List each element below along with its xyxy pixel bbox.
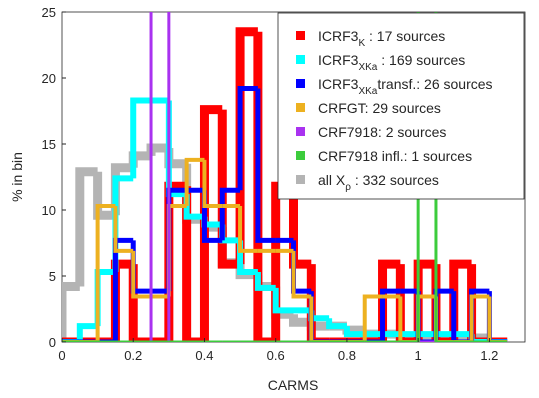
legend-label: all Xρ : 332 sources <box>318 172 439 193</box>
histogram-step <box>326 318 347 330</box>
y-tick-label: 10 <box>42 203 56 218</box>
histogram-step <box>487 296 508 342</box>
legend-text-part: XKa <box>358 62 377 73</box>
histogram-step <box>130 97 152 179</box>
legend-text-part: transf.: 26 sources <box>377 76 492 92</box>
histogram-step <box>306 264 330 342</box>
legend-swatch <box>296 55 305 64</box>
histogram-step <box>219 187 241 241</box>
y-tick-label: 20 <box>42 71 56 86</box>
histogram-step <box>380 288 401 342</box>
legend-swatch <box>296 31 305 40</box>
histogram-step <box>343 326 365 338</box>
histogram-step <box>217 109 241 269</box>
y-tick-label: 25 <box>42 5 56 20</box>
legend-text-part: ρ <box>345 182 351 193</box>
legend-swatch <box>296 151 305 160</box>
x-tick-label: 0.8 <box>338 348 356 363</box>
histogram-step <box>451 291 472 342</box>
legend-text-part: CRFGT: 29 sources <box>318 100 441 116</box>
x-tick-label: 0.2 <box>124 348 142 363</box>
histogram-step <box>272 287 294 314</box>
legend-text-part: XKa <box>358 86 377 97</box>
histogram-step <box>289 314 312 327</box>
legend-text-part: ICRF3 <box>318 52 359 68</box>
histogram-step <box>255 88 276 243</box>
y-tick-label: 0 <box>49 335 56 350</box>
legend-text-part: CRF7918 infl.: 1 sources <box>318 148 472 164</box>
histogram-step <box>182 186 205 342</box>
histogram-step <box>95 204 116 342</box>
legend-text-part: K <box>358 38 365 49</box>
histogram-step <box>113 206 134 253</box>
histogram-step <box>309 296 330 342</box>
y-axis-label: % in bin <box>9 152 25 202</box>
legend-label: CRF7918: 2 sources <box>318 124 446 140</box>
legend-text-part: ICRF3 <box>318 28 359 44</box>
legend-text-part: all X <box>318 172 346 188</box>
legend-swatch <box>296 127 305 136</box>
histogram-step <box>199 105 223 342</box>
legend-label: CRF7918 infl.: 1 sources <box>318 148 472 164</box>
legend-text-part: : 169 sources <box>377 52 465 68</box>
legend-label: CRFGT: 29 sources <box>318 100 441 116</box>
marks <box>62 12 508 342</box>
histogram-step <box>76 323 98 342</box>
histogram-step <box>131 250 152 299</box>
legend-box <box>277 12 525 200</box>
legend-label: ICRF3K : 17 sources <box>318 28 445 49</box>
y-tick-label: 15 <box>42 137 56 152</box>
x-tick-label: 1.2 <box>480 348 498 363</box>
legend-label: ICRF3XKatransf.: 26 sources <box>318 76 493 97</box>
legend-text-part: CRF7918: 2 sources <box>318 124 446 140</box>
histogram-step <box>202 159 223 209</box>
histogram-step <box>184 157 205 207</box>
histogram-step <box>75 167 98 287</box>
histogram-step <box>237 86 258 191</box>
legend-swatch <box>296 175 305 184</box>
legend-text-part: ICRF3 <box>318 76 359 92</box>
histogram-step <box>398 296 419 342</box>
histogram-step <box>291 250 312 299</box>
x-tick-label: 0 <box>58 348 65 363</box>
legend-text-part: : 332 sources <box>351 172 439 188</box>
legend-label: ICRF3XKa : 169 sources <box>318 52 465 73</box>
legend-swatch <box>296 103 305 112</box>
histogram-step <box>254 272 276 291</box>
x-tick-label: 0.6 <box>267 348 285 363</box>
x-tick-label: 0.4 <box>195 348 213 363</box>
y-tick-label: 5 <box>49 269 56 284</box>
histogram-step <box>238 206 258 253</box>
histogram-step <box>62 282 80 342</box>
histogram-step <box>469 294 490 342</box>
legend-swatch <box>296 79 305 88</box>
legend-text-part: : 17 sources <box>365 28 445 44</box>
x-axis-label: CARMS <box>268 377 319 393</box>
x-tick-label: 1 <box>415 348 422 363</box>
histogram-step <box>362 294 383 342</box>
